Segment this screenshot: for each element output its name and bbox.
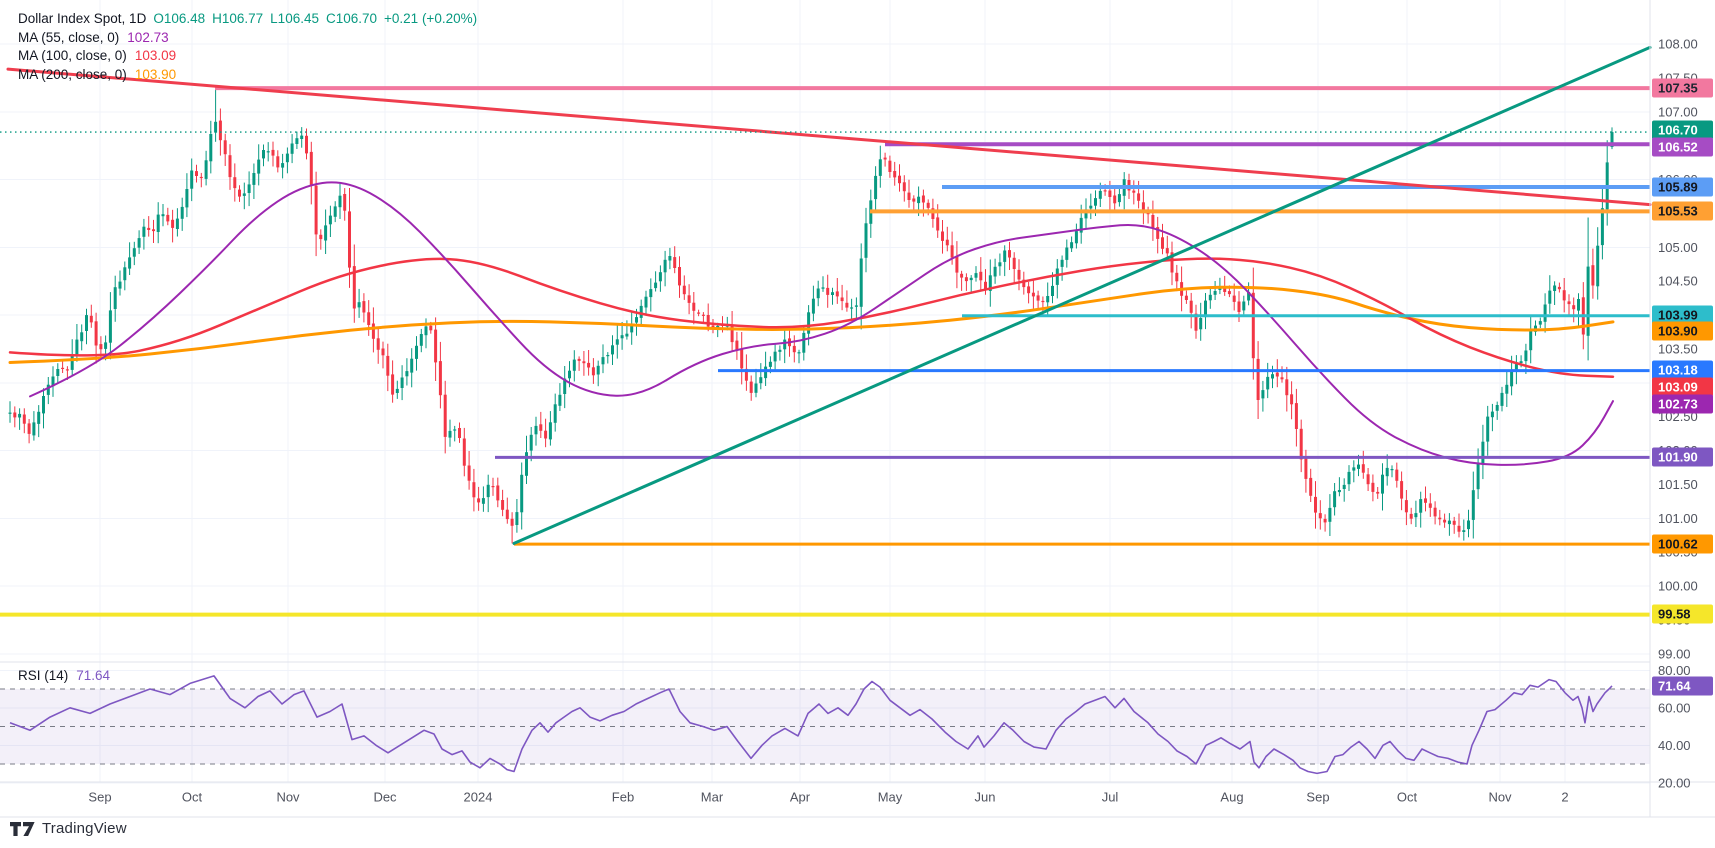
ohlc-low: L106.45 — [270, 11, 319, 26]
symbol-title: Dollar Index Spot, 1D — [18, 11, 147, 26]
time-label: Apr — [790, 790, 811, 805]
svg-text:106.52: 106.52 — [1658, 140, 1698, 155]
time-label: May — [878, 790, 903, 805]
time-label: Nov — [276, 790, 300, 805]
symbol-legend-row[interactable]: Dollar Index Spot, 1D O106.48 H106.77 L106.… — [18, 10, 477, 29]
price-tick: 103.50 — [1658, 342, 1698, 357]
time-label: Nov — [1488, 790, 1512, 805]
ma100-value: 103.09 — [134, 48, 177, 63]
price-tick: 100.00 — [1658, 579, 1698, 594]
ma200-line[interactable] — [8, 285, 1615, 364]
price-badge-101.90: 101.90 — [1652, 447, 1713, 467]
time-label: Jun — [975, 790, 996, 805]
svg-text:105.89: 105.89 — [1658, 180, 1698, 195]
svg-text:103.09: 103.09 — [1658, 380, 1698, 395]
svg-text:107.35: 107.35 — [1658, 81, 1698, 96]
svg-text:100.62: 100.62 — [1658, 537, 1698, 552]
svg-text:106.70: 106.70 — [1658, 123, 1698, 138]
time-label: Oct — [1397, 790, 1418, 805]
svg-text:71.64: 71.64 — [1658, 679, 1691, 694]
svg-text:103.90: 103.90 — [1658, 324, 1698, 339]
rsi-pane[interactable] — [0, 675, 1650, 775]
trendline-descending-resistance[interactable] — [6, 67, 1652, 207]
price-tick: 104.50 — [1658, 274, 1698, 289]
ma100-line[interactable] — [8, 257, 1615, 378]
footer-bar: TradingView — [10, 820, 127, 837]
time-label: Sep — [88, 790, 111, 805]
price-tick: 101.00 — [1658, 511, 1698, 526]
time-label: 2024 — [464, 790, 493, 805]
time-label: Mar — [701, 790, 724, 805]
time-axis[interactable]: Sep Oct Nov Dec 2024 Feb Mar Apr May Jun Jul Aug Sep… — [88, 790, 1568, 805]
price-badge-107.35: 107.35 — [1652, 78, 1713, 98]
time-label: Oct — [182, 790, 203, 805]
price-badge-102.73: 102.73 — [1652, 394, 1713, 414]
price-badge-103.90: 103.90 — [1652, 321, 1713, 341]
svg-text:103.18: 103.18 — [1658, 363, 1698, 378]
svg-text:101.90: 101.90 — [1658, 450, 1698, 465]
time-label: Sep — [1306, 790, 1329, 805]
time-label: Jul — [1102, 790, 1119, 805]
trendline-ascending-support[interactable] — [512, 45, 1652, 545]
ohlc-close: C106.70 — [325, 11, 378, 26]
price-badges: 107.35106.70106.52105.89105.53103.99103.… — [1652, 78, 1713, 696]
ma100-legend-row[interactable]: MA (100, close, 0) 103.09 — [18, 47, 477, 66]
price-badge-105.53: 105.53 — [1652, 201, 1713, 221]
time-label: Dec — [373, 790, 397, 805]
ma200-value: 103.90 — [134, 66, 177, 82]
price-badge-106.52: 106.52 — [1652, 137, 1713, 157]
tradingview-brand-text[interactable]: TradingView — [42, 820, 127, 837]
pane-separators — [0, 0, 1715, 818]
price-badge-100.62: 100.62 — [1652, 534, 1713, 554]
ma55-value: 102.73 — [127, 29, 169, 45]
time-label: 2 — [1561, 790, 1568, 805]
price-badge-99.58: 99.58 — [1652, 604, 1713, 624]
price-tick: 101.50 — [1658, 477, 1698, 492]
price-tick: 108.00 — [1658, 37, 1698, 52]
price-badge-103.18: 103.18 — [1652, 360, 1713, 380]
rsi-label: RSI (14) — [18, 668, 69, 683]
ma55-label: MA (55, close, 0) — [18, 29, 120, 45]
rsi-tick: 80.00 — [1658, 663, 1691, 678]
moving-averages — [8, 181, 1615, 466]
ohlc-open: O106.48 — [153, 11, 206, 26]
price-tick: 105.00 — [1658, 240, 1698, 255]
rsi-value: 71.64 — [76, 668, 111, 683]
legend: Dollar Index Spot, 1D O106.48 H106.77 L106.… — [18, 10, 477, 84]
rsi-tick: 20.00 — [1658, 775, 1691, 790]
price-tick: 99.00 — [1658, 646, 1691, 661]
price-badge-105.89: 105.89 — [1652, 177, 1713, 197]
rsi-legend-row[interactable]: RSI (14) 71.64 — [18, 668, 110, 683]
time-label: Aug — [1220, 790, 1243, 805]
price-tick: 107.00 — [1658, 104, 1698, 119]
tradingview-logo-icon[interactable] — [10, 821, 35, 836]
svg-text:103.99: 103.99 — [1658, 308, 1698, 323]
ma100-label: MA (100, close, 0) — [18, 48, 127, 63]
grid-lines — [0, 0, 1650, 784]
ma55-line[interactable] — [29, 181, 1614, 466]
ohlc-change: +0.21 (+0.20%) — [384, 11, 478, 26]
ma55-legend-row[interactable]: MA (55, close, 0) 102.73 — [18, 29, 477, 48]
price-badge-103.09: 103.09 — [1652, 377, 1713, 397]
rsi-tick: 60.00 — [1658, 700, 1691, 715]
svg-text:105.53: 105.53 — [1658, 204, 1698, 219]
time-label: Feb — [612, 790, 634, 805]
rsi-line[interactable] — [9, 675, 1613, 775]
price-badge-71.64: 71.64 — [1652, 676, 1713, 696]
price-badge-103.99: 103.99 — [1652, 305, 1713, 325]
svg-text:102.73: 102.73 — [1658, 397, 1698, 412]
ma200-label: MA (200, close, 0) — [18, 66, 127, 82]
ma200-legend-row[interactable]: MA (200, close, 0) 103.90 — [18, 66, 477, 85]
rsi-tick: 40.00 — [1658, 738, 1691, 753]
svg-text:99.58: 99.58 — [1658, 607, 1691, 622]
price-badge-106.70: 106.70 — [1652, 120, 1713, 140]
ohlc-high: H106.77 — [212, 11, 264, 26]
